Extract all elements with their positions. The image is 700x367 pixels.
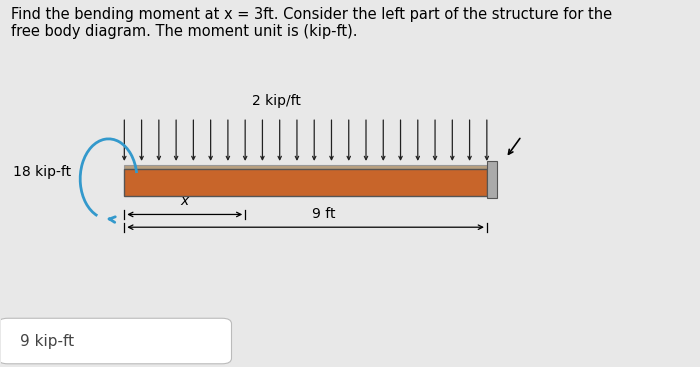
Text: 2 kip/ft: 2 kip/ft [252, 94, 301, 108]
Bar [125, 164, 486, 169]
Text: 9 ft: 9 ft [312, 207, 335, 221]
Bar [125, 169, 486, 196]
Text: x: x [181, 194, 189, 208]
Text: 18 kip-ft: 18 kip-ft [13, 165, 71, 179]
Text: Find the bending moment at x = 3ft. Consider the left part of the structure for : Find the bending moment at x = 3ft. Cons… [10, 7, 612, 39]
FancyBboxPatch shape [0, 318, 232, 364]
Text: 9 kip-ft: 9 kip-ft [20, 334, 74, 349]
Bar [486, 161, 497, 198]
